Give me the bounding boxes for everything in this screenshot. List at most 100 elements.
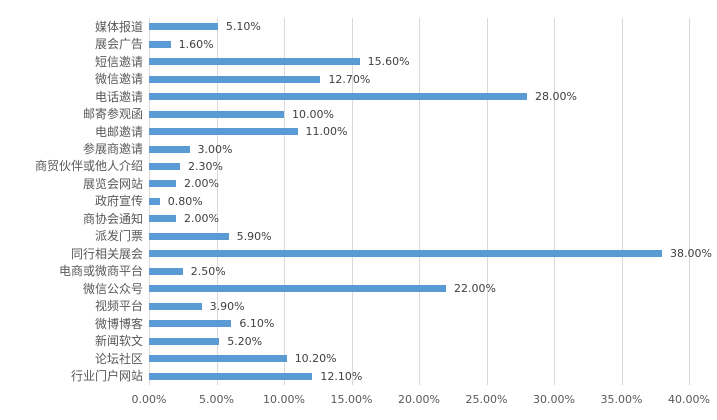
bar <box>149 267 183 275</box>
value-label: 2.00% <box>184 212 219 226</box>
bar <box>149 320 232 328</box>
bar <box>149 23 218 31</box>
bar <box>149 285 446 293</box>
bar-row: 2.30% <box>149 158 689 175</box>
bar-row: 10.20% <box>149 350 689 367</box>
value-label: 3.00% <box>197 142 233 156</box>
bar <box>149 58 360 66</box>
value-label: 6.10% <box>239 317 275 331</box>
category-label: 媒体报道 <box>94 19 143 34</box>
bar-row: 15.60% <box>149 53 689 70</box>
bar-rows: 5.10% 1.60% 15.60% 12.70% 28.00% 10.00% … <box>149 18 712 385</box>
bar <box>149 337 220 345</box>
bar-row: 11.00% <box>149 123 689 140</box>
value-label: 5.20% <box>227 334 263 348</box>
x-axis-tick-label: 35.00% <box>600 393 643 406</box>
bar-row: 5.10% <box>149 18 689 35</box>
category-label: 派发门票 <box>94 229 143 244</box>
bar <box>149 180 176 188</box>
bar-row: 22.00% <box>149 280 689 297</box>
category-label: 微信公众号 <box>82 281 143 296</box>
x-axis-tick-label: 10.00% <box>263 393 305 406</box>
category-label: 政府宣传 <box>94 194 143 209</box>
x-axis-tick-label: 20.00% <box>398 393 440 406</box>
bar-row: 2.50% <box>149 263 689 280</box>
value-axis: 0.00% 5.00% 10.00% 15.00% 20.00% 25.00% 30.00%… <box>132 393 710 409</box>
bar-row: 0.80% <box>149 193 689 210</box>
bar <box>149 93 527 101</box>
gridline <box>351 18 353 385</box>
bar-row: 3.00% <box>149 140 689 157</box>
category-label: 商协会通知 <box>82 211 143 226</box>
value-label: 3.90% <box>209 299 245 313</box>
category-label: 微信邀请 <box>94 72 143 87</box>
value-label: 2.50% <box>190 264 226 278</box>
value-label: 0.80% <box>167 194 203 208</box>
x-axis-tick-label: 0.00% <box>131 393 167 406</box>
category-label: 短信邀请 <box>94 54 143 69</box>
gridline <box>689 18 690 385</box>
gridline <box>419 18 420 385</box>
bar-row: 3.90% <box>149 298 689 315</box>
value-label: 10.00% <box>292 107 334 121</box>
gridline <box>486 18 488 385</box>
gridline <box>284 18 285 385</box>
category-label: 行业门户网站 <box>70 369 143 384</box>
bar-row: 5.90% <box>149 228 689 245</box>
x-axis-tick-label: 5.00% <box>199 393 234 406</box>
category-label: 新闻软文 <box>94 334 143 349</box>
category-label: 展览会网站 <box>82 176 143 191</box>
category-label: 电话邀请 <box>94 89 143 104</box>
bar <box>149 110 284 118</box>
bar <box>149 232 229 240</box>
x-axis-tick-label: 25.00% <box>465 393 508 406</box>
category-label: 商贸伙伴或他人介绍 <box>34 159 143 174</box>
category-label: 展会广告 <box>94 37 143 52</box>
category-label: 邮寄参观函 <box>82 107 143 122</box>
bar <box>149 75 321 83</box>
bar-row: 28.00% <box>149 88 689 105</box>
value-label: 12.70% <box>328 72 371 86</box>
x-axis-tick-label: 40.00% <box>668 393 710 406</box>
bar <box>149 302 202 310</box>
bar-row: 38.00% <box>149 245 712 262</box>
bar-row: 6.10% <box>149 315 689 332</box>
bar-row: 10.00% <box>149 105 689 122</box>
bar <box>149 250 662 258</box>
gridline <box>621 18 623 385</box>
category-label: 论坛社区 <box>94 351 143 366</box>
value-label: 15.60% <box>367 55 410 69</box>
bar <box>149 197 160 205</box>
gridline <box>554 18 555 385</box>
bar-row: 2.00% <box>149 210 689 227</box>
bar <box>149 215 176 223</box>
category-label: 参展商邀请 <box>82 142 143 157</box>
category-label: 视频平台 <box>94 299 143 314</box>
category-label: 微博博客 <box>94 316 143 331</box>
bar-row: 2.00% <box>149 175 689 192</box>
bar <box>149 128 298 136</box>
value-label: 1.60% <box>178 37 214 51</box>
category-label: 电邮邀请 <box>94 124 143 139</box>
value-label: 2.30% <box>188 159 223 173</box>
value-label: 12.10% <box>320 369 363 383</box>
x-axis-tick-label: 30.00% <box>533 393 575 406</box>
value-label: 28.00% <box>535 90 577 104</box>
bar <box>149 40 171 48</box>
value-label: 10.20% <box>294 352 337 366</box>
value-label: 22.00% <box>454 282 496 296</box>
bar-row: 1.60% <box>149 35 689 52</box>
bar-row: 5.20% <box>149 332 689 349</box>
bar <box>149 162 181 170</box>
value-label: 5.10% <box>225 20 261 34</box>
category-label: 电商或微商平台 <box>58 264 143 279</box>
category-label: 同行相关展会 <box>70 246 143 261</box>
value-label: 11.00% <box>305 125 348 139</box>
gridline <box>216 18 218 385</box>
category-axis: 媒体报道展会广告短信邀请微信邀请电话邀请邮寄参观函电邮邀请参展商邀请商贸伙伴或他… <box>0 18 143 385</box>
bar-row: 12.70% <box>149 70 689 87</box>
value-label: 38.00% <box>670 247 712 261</box>
bar-row: 12.10% <box>149 367 689 384</box>
value-label: 5.90% <box>236 229 272 243</box>
